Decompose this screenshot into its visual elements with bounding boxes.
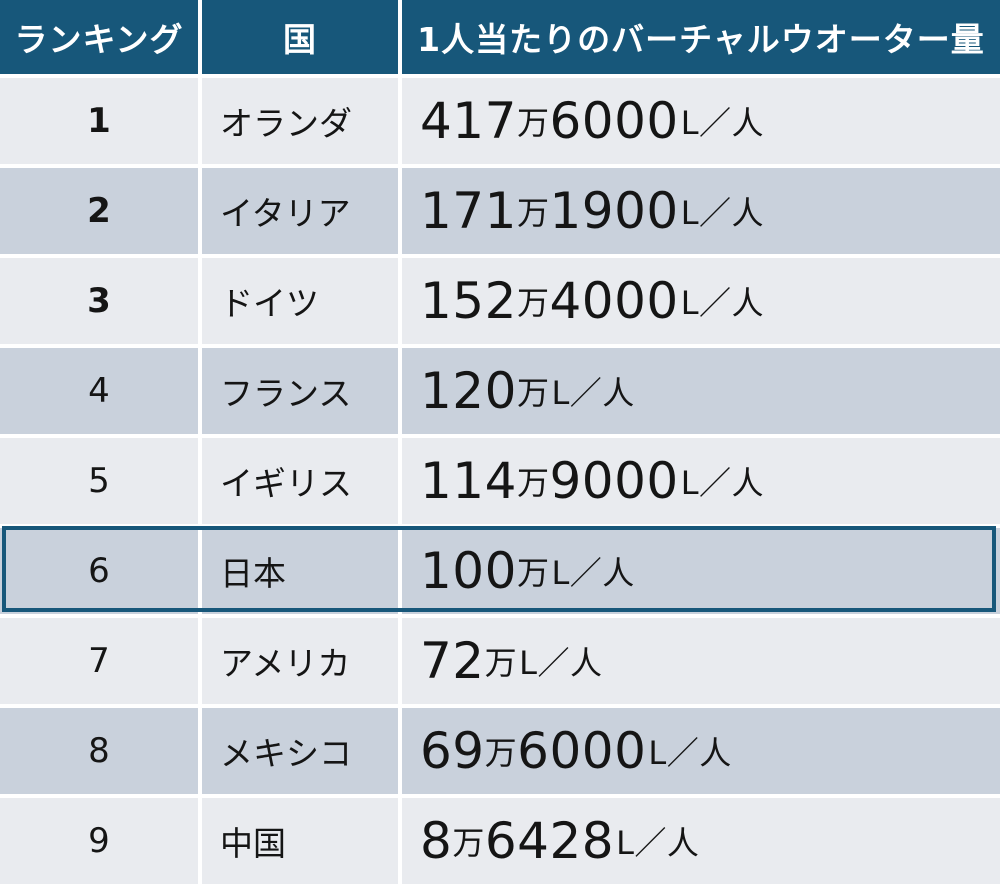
value-unit: L／人 — [680, 104, 765, 142]
value-cell: 100 万 L／人 — [402, 528, 1000, 614]
value-unit: L／人 — [680, 464, 765, 502]
header-country: 国 — [202, 0, 398, 74]
value-number-rest: 6428 — [484, 812, 615, 870]
value-number-rest: 1900 — [549, 182, 679, 240]
rank-cell: 1 — [0, 78, 198, 164]
value-cell: 114 万 9000 L／人 — [402, 438, 1000, 524]
value-unit: L／人 — [519, 644, 603, 682]
value-number: 69 — [420, 722, 485, 780]
country-cell: 中国 — [202, 798, 398, 884]
value-number: 8 — [420, 812, 453, 870]
rank-cell: 7 — [0, 618, 198, 704]
country-cell: ドイツ — [202, 258, 398, 344]
value-number: 152 — [420, 272, 517, 330]
rank-cell: 3 — [0, 258, 198, 344]
value-man-unit: 万 — [484, 644, 518, 682]
country-cell: アメリカ — [202, 618, 398, 704]
value-cell: 8 万 6428 L／人 — [402, 798, 1000, 884]
rank-cell: 9 — [0, 798, 198, 884]
value-number-rest: 4000 — [549, 272, 679, 330]
value-cell: 72 万 L／人 — [402, 618, 1000, 704]
value-unit: L／人 — [551, 554, 635, 592]
value-man-unit: 万 — [452, 824, 485, 862]
value-man-unit: 万 — [516, 464, 550, 502]
value-number: 171 — [420, 182, 517, 240]
value-number: 72 — [420, 632, 485, 690]
value-man-unit: 万 — [484, 734, 518, 772]
rank-cell: 6 — [0, 528, 198, 614]
value-number: 120 — [420, 362, 517, 420]
rank-cell: 5 — [0, 438, 198, 524]
value-unit: L／人 — [680, 194, 765, 232]
value-man-unit: 万 — [516, 194, 550, 232]
value-unit: L／人 — [616, 824, 700, 862]
value-man-unit: 万 — [516, 104, 550, 142]
value-cell: 171 万 1900 L／人 — [402, 168, 1000, 254]
rank-cell: 8 — [0, 708, 198, 794]
value-cell: 417 万 6000 L／人 — [402, 78, 1000, 164]
value-number: 114 — [420, 452, 517, 510]
rank-cell: 2 — [0, 168, 198, 254]
value-unit: L／人 — [680, 284, 765, 322]
value-cell: 120 万 L／人 — [402, 348, 1000, 434]
value-cell: 69 万 6000 L／人 — [402, 708, 1000, 794]
header-rank: ランキング — [0, 0, 198, 74]
value-unit: L／人 — [551, 374, 635, 412]
value-number: 417 — [420, 92, 517, 150]
value-man-unit: 万 — [516, 284, 550, 322]
value-cell: 152 万 4000 L／人 — [402, 258, 1000, 344]
country-cell: イギリス — [202, 438, 398, 524]
country-cell: フランス — [202, 348, 398, 434]
value-number-rest: 6000 — [517, 722, 647, 780]
value-man-unit: 万 — [516, 374, 550, 412]
country-cell: イタリア — [202, 168, 398, 254]
value-man-unit: 万 — [516, 554, 550, 592]
header-value: 1人当たりのバーチャルウオーター量 — [402, 0, 1000, 74]
value-number: 100 — [420, 542, 517, 600]
rank-cell: 4 — [0, 348, 198, 434]
value-number-rest: 9000 — [549, 452, 679, 510]
country-cell: 日本 — [202, 528, 398, 614]
value-number-rest: 6000 — [549, 92, 679, 150]
country-cell: メキシコ — [202, 708, 398, 794]
value-unit: L／人 — [648, 734, 732, 772]
country-cell: オランダ — [202, 78, 398, 164]
